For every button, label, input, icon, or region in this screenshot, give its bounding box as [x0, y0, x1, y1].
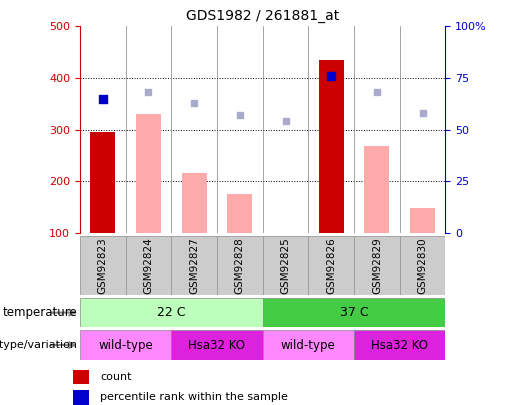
Bar [80, 236, 126, 295]
Text: GSM92826: GSM92826 [326, 237, 336, 294]
Bar [126, 236, 171, 295]
Bar [181, 173, 207, 233]
Bar [400, 236, 445, 295]
Point [98, 96, 107, 102]
Bar [171, 236, 217, 295]
Point [190, 100, 198, 106]
Bar [354, 330, 445, 360]
Bar [90, 132, 115, 233]
Point [236, 112, 244, 118]
Point [419, 110, 427, 116]
Point [373, 89, 381, 96]
Bar [263, 236, 308, 295]
Text: GSM92825: GSM92825 [281, 237, 290, 294]
Text: wild-type: wild-type [98, 339, 153, 352]
Text: genotype/variation: genotype/variation [0, 340, 77, 350]
Text: temperature: temperature [3, 306, 77, 319]
Text: 22 C: 22 C [157, 306, 185, 319]
Bar [308, 236, 354, 295]
Bar [364, 146, 389, 233]
Text: GSM92829: GSM92829 [372, 237, 382, 294]
Bar [80, 298, 263, 327]
Bar [319, 60, 344, 233]
Text: 37 C: 37 C [340, 306, 368, 319]
Text: GSM92824: GSM92824 [143, 237, 153, 294]
Bar [263, 330, 354, 360]
Text: GSM92823: GSM92823 [98, 237, 108, 294]
Text: Hsa32 KO: Hsa32 KO [188, 339, 246, 352]
Text: wild-type: wild-type [281, 339, 336, 352]
Bar [73, 370, 89, 384]
Point [327, 72, 335, 79]
Bar [73, 390, 89, 405]
Bar [80, 330, 171, 360]
Text: Hsa32 KO: Hsa32 KO [371, 339, 428, 352]
Text: GSM92830: GSM92830 [418, 237, 427, 294]
Text: count: count [100, 372, 132, 382]
Text: percentile rank within the sample: percentile rank within the sample [100, 392, 288, 402]
Bar [354, 236, 400, 295]
Bar [171, 330, 263, 360]
Bar [227, 194, 252, 233]
Bar [217, 236, 263, 295]
Text: GSM92828: GSM92828 [235, 237, 245, 294]
Bar [263, 298, 445, 327]
Point [281, 118, 289, 125]
Bar [136, 114, 161, 233]
Text: GSM92827: GSM92827 [189, 237, 199, 294]
Bar [410, 208, 435, 233]
Point [144, 89, 152, 96]
Title: GDS1982 / 261881_at: GDS1982 / 261881_at [186, 9, 339, 23]
